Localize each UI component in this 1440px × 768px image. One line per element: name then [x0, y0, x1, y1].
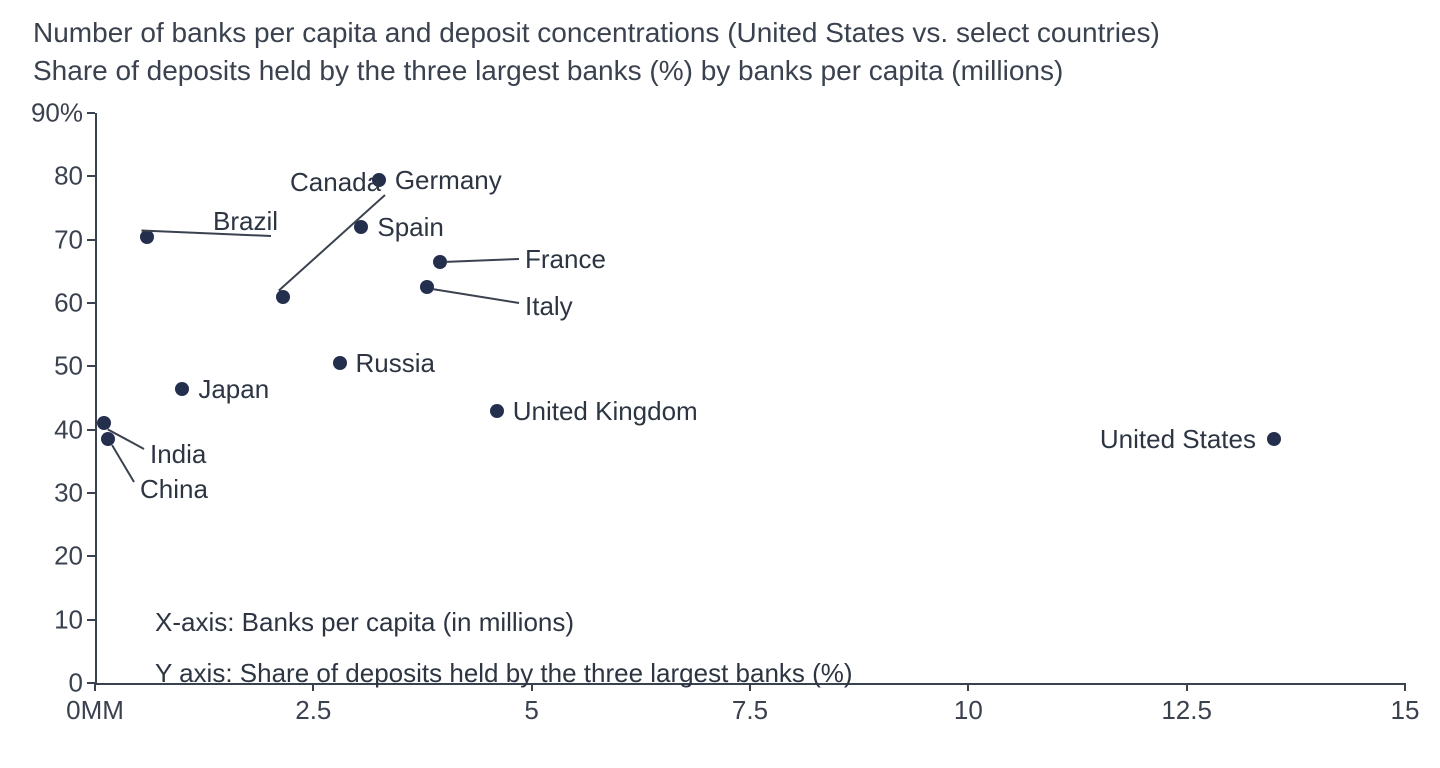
chart-titles: Number of banks per capita and deposit c…	[33, 14, 1160, 90]
chart-title-line1: Number of banks per capita and deposit c…	[33, 14, 1160, 52]
x-tick-mark	[1404, 683, 1406, 691]
y-tick-label: 50	[13, 351, 83, 382]
x-tick-label: 7.5	[732, 695, 768, 726]
y-tick-mark	[87, 112, 95, 114]
y-tick-label: 90%	[13, 98, 83, 129]
y-tick-label: 80	[13, 161, 83, 192]
data-point-spain	[354, 220, 368, 234]
y-tick-label: 70	[13, 224, 83, 255]
y-tick-label: 60	[13, 288, 83, 319]
y-tick-mark	[87, 429, 95, 431]
data-label-russia: Russia	[356, 348, 435, 379]
x-tick-label: 10	[954, 695, 983, 726]
x-tick-label: 15	[1391, 695, 1420, 726]
data-point-italy	[420, 280, 434, 294]
data-point-china	[101, 432, 115, 446]
data-label-us: United States	[1100, 424, 1256, 455]
data-point-india	[97, 416, 111, 430]
y-tick-label: 10	[13, 604, 83, 635]
x-tick-label: 0MM	[66, 695, 124, 726]
data-point-uk	[490, 404, 504, 418]
data-label-france: France	[525, 244, 606, 275]
y-tick-label: 40	[13, 414, 83, 445]
data-point-brazil	[140, 230, 154, 244]
y-axis-line	[95, 113, 97, 683]
chart-title-line2: Share of deposits held by the three larg…	[33, 52, 1160, 90]
data-label-uk: United Kingdom	[513, 396, 698, 427]
y-tick-mark	[87, 619, 95, 621]
data-label-canada: Canada	[290, 167, 381, 198]
x-tick-label: 5	[524, 695, 538, 726]
x-tick-label: 12.5	[1161, 695, 1212, 726]
data-label-china: China	[140, 474, 208, 505]
data-point-us	[1267, 432, 1281, 446]
y-tick-label: 0	[13, 668, 83, 699]
data-label-brazil: Brazil	[213, 206, 278, 237]
data-label-india: India	[150, 439, 206, 470]
data-label-germany: Germany	[395, 165, 502, 196]
scatter-plot: 0102030405060708090%0MM2.557.51012.515In…	[95, 113, 1405, 683]
y-tick-label: 20	[13, 541, 83, 572]
x-tick-mark	[1186, 683, 1188, 691]
data-point-canada	[276, 290, 290, 304]
data-point-russia	[333, 356, 347, 370]
y-tick-mark	[87, 175, 95, 177]
callout-lines	[95, 113, 1405, 683]
y-tick-mark	[87, 492, 95, 494]
axis-note-y: Y axis: Share of deposits held by the th…	[155, 658, 853, 689]
data-point-japan	[175, 382, 189, 396]
y-tick-label: 30	[13, 478, 83, 509]
data-label-italy: Italy	[525, 291, 573, 322]
y-tick-mark	[87, 365, 95, 367]
y-tick-mark	[87, 239, 95, 241]
x-tick-label: 2.5	[295, 695, 331, 726]
x-tick-mark	[94, 683, 96, 691]
y-tick-mark	[87, 302, 95, 304]
data-label-spain: Spain	[377, 212, 444, 243]
data-label-japan: Japan	[198, 374, 269, 405]
axis-note-x: X-axis: Banks per capita (in millions)	[155, 607, 574, 638]
chart-frame: Number of banks per capita and deposit c…	[0, 0, 1440, 768]
data-point-france	[433, 255, 447, 269]
y-tick-mark	[87, 555, 95, 557]
x-tick-mark	[967, 683, 969, 691]
